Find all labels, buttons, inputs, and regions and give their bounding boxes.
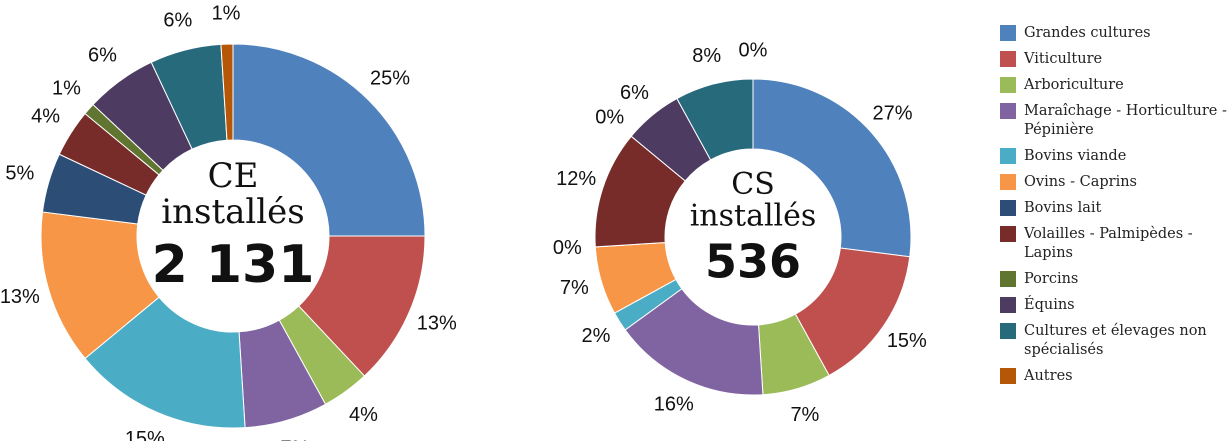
legend-item: Arboriculture — [1000, 76, 1228, 95]
legend-swatch — [1000, 25, 1016, 41]
value-label: 7% — [560, 277, 589, 299]
legend-item: Porcins — [1000, 270, 1228, 289]
value-label: 12% — [556, 168, 596, 190]
legend-label: Équins — [1024, 297, 1075, 313]
value-label: 0% — [553, 237, 582, 259]
value-label: 15% — [887, 330, 927, 352]
center-label: 2 131 — [152, 235, 315, 295]
legend-label: Volailles - Palmipèdes - Lapins — [1024, 226, 1193, 261]
legend: Grandes cultures Viticulture Arboriculture… — [1000, 24, 1228, 393]
value-label: 8% — [692, 45, 721, 67]
legend-swatch — [1000, 323, 1016, 339]
center-label: CS — [731, 167, 775, 202]
legend-item: Ovins - Caprins — [1000, 173, 1228, 192]
value-label: 27% — [873, 102, 913, 124]
legend-item: Bovins viande — [1000, 147, 1228, 166]
center-label: installés — [690, 199, 817, 234]
value-label: 4% — [31, 105, 60, 127]
value-label: 1% — [212, 2, 241, 24]
value-label: 7% — [280, 437, 309, 441]
legend-item: Équins — [1000, 296, 1228, 315]
center-label: installés — [161, 192, 304, 232]
donut-hole — [137, 140, 329, 332]
legend-label: Arboriculture — [1024, 77, 1124, 93]
legend-swatch — [1000, 103, 1016, 119]
value-label: 15% — [125, 428, 165, 441]
legend-swatch — [1000, 271, 1016, 287]
legend-swatch — [1000, 77, 1016, 93]
value-label: 0% — [739, 39, 768, 61]
donut-hole — [665, 149, 841, 325]
legend-swatch — [1000, 297, 1016, 313]
legend-swatch — [1000, 174, 1016, 190]
legend-label: Porcins — [1024, 271, 1079, 287]
legend-item: Volailles - Palmipèdes - Lapins — [1000, 225, 1228, 263]
value-label: 4% — [349, 404, 378, 426]
legend-label: Cultures et élevages non spécialisés — [1024, 323, 1207, 358]
legend-item: Viticulture — [1000, 50, 1228, 69]
value-label: 1% — [52, 77, 81, 99]
value-label: 25% — [370, 67, 410, 89]
legend-swatch — [1000, 200, 1016, 216]
value-label: 13% — [0, 286, 40, 308]
legend-item: Autres — [1000, 367, 1228, 386]
value-label: 6% — [88, 45, 117, 67]
value-label: 7% — [790, 404, 819, 426]
value-label: 13% — [417, 312, 457, 334]
legend-label: Ovins - Caprins — [1024, 174, 1137, 190]
legend-label: Maraîchage - Horticulture - Pépinière — [1024, 103, 1227, 138]
value-label: 6% — [163, 9, 192, 31]
value-label: 16% — [654, 394, 694, 416]
charts: 25%13%4%7%15%13%5%4%1%6%6%1%CEinstallés2… — [0, 2, 927, 441]
legend-item: Maraîchage - Horticulture - Pépinière — [1000, 102, 1228, 140]
legend-swatch — [1000, 51, 1016, 67]
value-label: 0% — [595, 107, 624, 129]
legend-swatch — [1000, 226, 1016, 242]
legend-item: Cultures et élevages non spécialisés — [1000, 322, 1228, 360]
legend-swatch — [1000, 148, 1016, 164]
legend-label: Bovins lait — [1024, 200, 1102, 216]
value-label: 2% — [582, 325, 611, 347]
legend-item: Grandes cultures — [1000, 24, 1228, 43]
legend-swatch — [1000, 368, 1016, 384]
legend-label: Viticulture — [1024, 51, 1103, 67]
legend-label: Autres — [1024, 368, 1073, 384]
center-label: 536 — [705, 235, 801, 289]
legend-label: Grandes cultures — [1024, 25, 1151, 41]
legend-item: Bovins lait — [1000, 199, 1228, 218]
legend-label: Bovins viande — [1024, 148, 1127, 164]
value-label: 6% — [620, 82, 649, 104]
center-label: CE — [208, 156, 259, 196]
value-label: 5% — [5, 162, 34, 184]
